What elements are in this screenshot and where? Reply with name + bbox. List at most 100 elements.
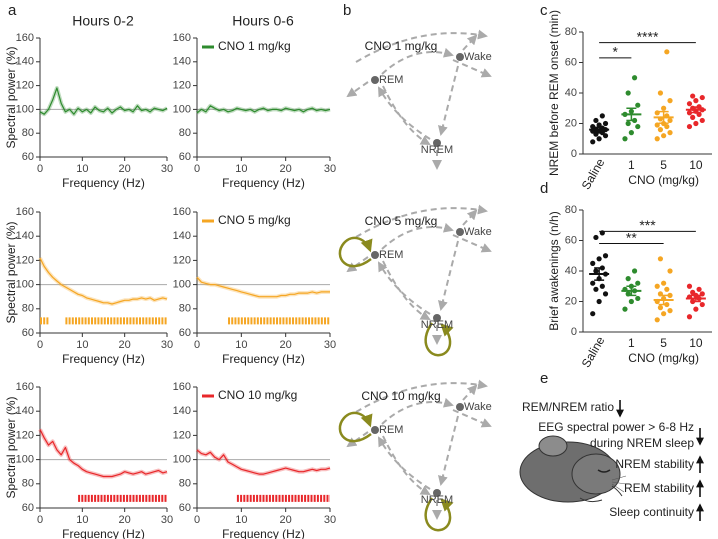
y-tick-label: 120 [16,254,34,266]
transition-arrow [438,65,459,136]
x-tick-label: 10 [235,163,247,175]
significance-label: * [613,44,619,60]
data-point [686,123,693,130]
data-point [690,93,696,99]
data-point [628,130,634,136]
column-title: Hours 0-2 [72,13,134,29]
x-axis-label: CNO (mg/kg) [628,351,699,365]
x-tick-label: 30 [161,514,173,526]
x-tick-label: 20 [280,339,292,351]
series-line [39,429,168,478]
y-tick-label: 140 [16,405,34,417]
data-point [667,292,673,298]
series-line [196,105,331,114]
y-tick-label: 100 [16,454,34,466]
data-point [686,314,693,320]
y-tick-label: 140 [173,230,191,242]
data-point [693,306,699,312]
y-tick-label: 60 [565,234,577,246]
data-point [593,286,599,292]
y-tick-label: 80 [179,478,191,490]
state-node [371,251,379,259]
diagram-title: CNO 10 mg/kg [361,389,440,403]
data-point [635,102,641,108]
y-tick-label: 20 [565,117,577,129]
x-axis-label: Frequency (Hz) [222,176,305,190]
significance-label: **** [637,28,659,44]
transition-arrow [462,384,478,401]
data-point [625,120,631,127]
node-label: REM [379,424,403,436]
self-loop [424,322,454,357]
y-tick-label: 120 [173,254,191,266]
data-point [696,286,702,292]
data-point [628,298,634,305]
panel-label: d [540,180,548,197]
data-point [631,268,638,274]
y-tick-label: 80 [565,204,577,216]
data-point [590,260,596,266]
transition-arrow [462,209,478,226]
data-point [667,308,673,314]
data-point [654,317,660,323]
data-point [699,291,705,297]
state-node [433,139,441,147]
data-point [657,127,664,133]
y-tick-label: 160 [16,206,34,218]
significance-label: *** [639,217,656,233]
transition-arrow [355,29,488,63]
series-shade [195,275,330,299]
y-tick-label: 60 [22,151,34,163]
summary-text: EEG spectral power > 6-8 Hz [538,420,694,434]
data-point [631,75,638,81]
transition-arrow [378,261,431,315]
y-tick-label: 140 [173,56,191,68]
data-point [686,110,693,116]
data-point [635,280,641,286]
x-tick-label: Saline [579,156,608,192]
data-point [596,298,602,305]
y-tick-label: 20 [565,295,577,307]
y-axis-label: Brief awakenings (n/h) [547,211,561,330]
y-tick-label: 120 [16,80,34,92]
summary-text: REM stability [624,481,694,495]
state-node [456,403,464,411]
y-tick-label: 160 [173,206,191,218]
x-axis-label: CNO (mg/kg) [628,173,699,187]
panel-label: a [8,2,17,19]
data-point [593,117,599,124]
summary-text: Sleep continuity [609,505,694,519]
data-point [699,94,705,101]
y-tick-label: 100 [173,279,191,291]
data-point [622,306,628,312]
state-node [433,314,441,322]
x-axis-label: Frequency (Hz) [62,176,145,190]
x-tick-label: 1 [628,336,635,350]
data-point [593,268,599,274]
transition-arrow [462,34,478,51]
data-point [693,98,699,104]
data-point [654,136,660,142]
data-point [602,291,609,297]
y-axis-label: Spectral power (%) [4,46,18,148]
x-tick-label: 10 [235,339,247,351]
state-node [433,489,441,497]
data-point [657,305,664,311]
data-point [654,110,660,116]
y-tick-label: 160 [173,381,191,393]
y-tick-label: 60 [565,56,577,68]
data-point [664,286,670,292]
x-tick-label: 10 [76,163,88,175]
diagram-title: CNO 5 mg/kg [365,214,438,228]
y-tick-label: 100 [173,454,191,466]
data-point [657,256,664,262]
x-tick-label: 5 [660,336,667,350]
y-axis-label: Spectral power (%) [4,396,18,498]
data-point [664,49,670,55]
x-tick-label: 1 [628,158,635,172]
legend-label: CNO 5 mg/kg [218,213,291,227]
state-diagram: CNO 1 mg/kg REM Wake NREM [346,29,492,170]
column-title: Hours 0-6 [232,13,294,29]
diagram-title: CNO 1 mg/kg [365,39,438,53]
